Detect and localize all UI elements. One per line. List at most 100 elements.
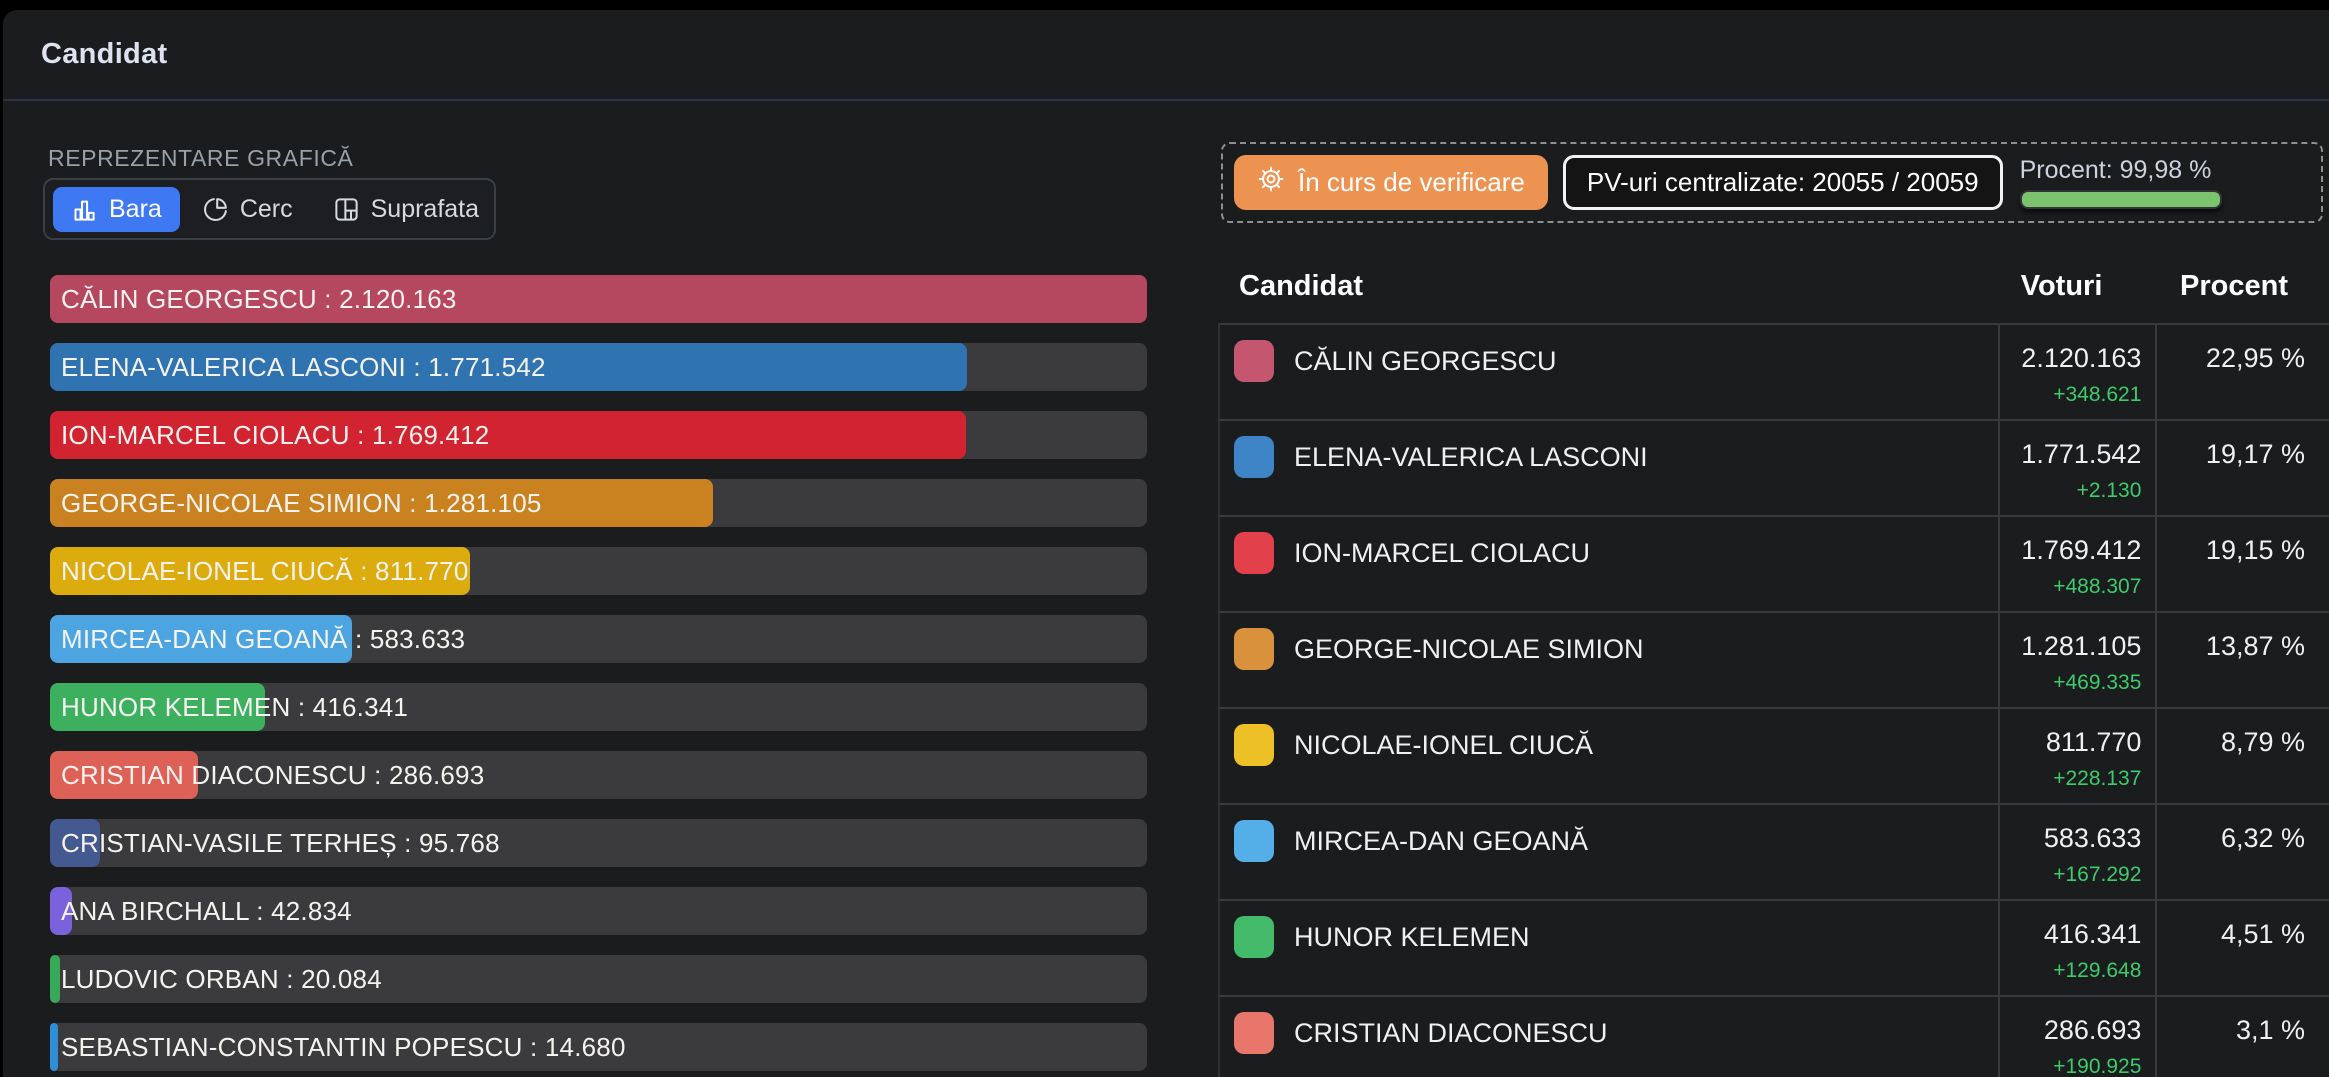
pv-centralized-label: PV-uri centralizate: 20055 / 20059: [1586, 167, 1979, 197]
candidate-name: CĂLIN GEORGESCU: [1294, 346, 1557, 376]
bar-chart-icon: [71, 196, 98, 223]
chart-bar-label: SEBASTIAN-CONSTANTIN POPESCU : 14.680: [61, 1031, 626, 1062]
chart-mode-group: Bara Cerc Suprafata: [43, 178, 496, 240]
chart-section-label: REPREZENTARE GRAFICĂ: [48, 145, 354, 171]
table-row: HUNOR KELEMEN 416.341 +129.648 4,51 %: [1220, 899, 2329, 995]
percent-cell: 4,51 %: [2220, 919, 2305, 949]
chart-bar-fill: [50, 819, 100, 867]
table-row: MIRCEA-DAN GEOANĂ 583.633 +167.292 6,32 …: [1220, 803, 2329, 899]
table-row: GEORGE-NICOLAE SIMION 1.281.105 +469.335…: [1220, 611, 2329, 707]
candidate-name: MIRCEA-DAN GEOANĂ: [1294, 826, 1589, 856]
votes-cell: 416.341 +129.648: [1997, 901, 2158, 995]
chart-bar-row: ION-MARCEL CIOLACU : 1.769.412: [50, 411, 1147, 459]
chart-bar-fill: [50, 1023, 58, 1071]
chart-bar-row: GEORGE-NICOLAE SIMION : 1.281.105: [50, 479, 1147, 527]
candidate-color-swatch: [1234, 532, 1274, 574]
chart-bar-row: ANA BIRCHALL : 42.834: [50, 887, 1147, 935]
chart-bar-row: CĂLIN GEORGESCU : 2.120.163: [50, 275, 1147, 323]
votes-delta: +167.292: [2053, 863, 2142, 886]
percent-cell: 22,95 %: [2205, 343, 2305, 373]
table-row: ION-MARCEL CIOLACU 1.769.412 +488.307 19…: [1220, 515, 2329, 611]
chart-bar-row: LUDOVIC ORBAN : 20.084: [50, 955, 1147, 1003]
votes-value: 583.633: [2043, 823, 2142, 853]
chart-bar-label: ELENA-VALERICA LASCONI : 1.771.542: [61, 351, 546, 382]
candidate-name: NICOLAE-IONEL CIUCĂ: [1294, 730, 1594, 760]
percent-cell: 3,1 %: [2235, 1015, 2305, 1045]
column-header-candidate: Candidat: [1239, 270, 1364, 302]
votes-delta: +129.648: [2053, 959, 2142, 982]
chart-bar-label: CRISTIAN DIACONESCU : 286.693: [61, 759, 485, 790]
chart-bar-row: ELENA-VALERICA LASCONI : 1.771.542: [50, 343, 1147, 391]
votes-value: 1.281.105: [2021, 631, 2142, 661]
chart-bar-label: NICOLAE-IONEL CIUCĂ : 811.770: [61, 555, 469, 586]
candidate-name: ION-MARCEL CIOLACU: [1294, 538, 1591, 568]
votes-delta: +190.925: [2053, 1055, 2142, 1077]
candidate-name: GEORGE-NICOLAE SIMION: [1294, 634, 1644, 664]
percent-cell: 8,79 %: [2220, 727, 2305, 757]
candidate-cell: NICOLAE-IONEL CIUCĂ: [1220, 709, 1998, 803]
votes-cell: 2.120.163 +348.621: [1997, 325, 2158, 419]
chart-bar-label: ION-MARCEL CIOLACU : 1.769.412: [61, 419, 490, 450]
candidate-name: CRISTIAN DIACONESCU: [1294, 1018, 1608, 1048]
votes-delta: +469.335: [2053, 671, 2142, 694]
main-panel: Candidat REPREZENTARE GRAFICĂ Bara Cerc: [3, 10, 2329, 1077]
votes-value: 286.693: [2043, 1015, 2142, 1045]
candidate-color-swatch: [1234, 916, 1274, 958]
chart-bar-fill: [50, 343, 967, 391]
candidate-cell: CRISTIAN DIACONESCU: [1220, 997, 1998, 1077]
chart-bar-fill: [50, 615, 352, 663]
table-row: NICOLAE-IONEL CIUCĂ 811.770 +228.137 8,7…: [1220, 707, 2329, 803]
percent-cell: 19,17 %: [2205, 439, 2305, 469]
chart-bar-fill: [50, 683, 266, 731]
candidate-color-swatch: [1234, 436, 1274, 478]
candidate-cell: ION-MARCEL CIOLACU: [1220, 517, 1998, 611]
chart-bar-label: LUDOVIC ORBAN : 20.084: [61, 963, 382, 994]
chart-bar-row: SEBASTIAN-CONSTANTIN POPESCU : 14.680: [50, 1023, 1147, 1071]
votes-cell: 811.770 +228.137: [1997, 709, 2158, 803]
candidates-bar-chart: CĂLIN GEORGESCU : 2.120.163 ELENA-VALERI…: [50, 275, 1147, 1077]
candidate-cell: GEORGE-NICOLAE SIMION: [1220, 613, 1998, 707]
votes-cell: 1.281.105 +469.335: [1997, 613, 2158, 707]
percent-cell: 13,87 %: [2205, 631, 2305, 661]
chart-bar-label: ANA BIRCHALL : 42.834: [61, 895, 352, 926]
votes-delta: +228.137: [2053, 767, 2142, 790]
verification-status-button[interactable]: În curs de verificare: [1234, 155, 1548, 210]
percent-cell: 6,32 %: [2220, 823, 2305, 853]
percent-label: Procent: 99,98 %: [2019, 156, 2212, 184]
mode-button-bara[interactable]: Bara: [53, 186, 180, 232]
chart-bar-fill: [50, 955, 61, 1003]
chart-bar-label: MIRCEA-DAN GEOANĂ : 583.633: [61, 623, 466, 654]
column-header-votes: Voturi: [2020, 270, 2103, 302]
votes-delta: +488.307: [2053, 575, 2142, 598]
candidate-color-swatch: [1234, 1012, 1274, 1054]
verification-status-label: În curs de verificare: [1298, 167, 1525, 197]
chart-bar-row: CRISTIAN DIACONESCU : 286.693: [50, 751, 1147, 799]
mode-button-cerc[interactable]: Cerc: [184, 187, 311, 232]
candidate-color-swatch: [1234, 628, 1274, 670]
chart-bar-fill: [50, 479, 713, 527]
results-table: Candidat Voturi Procent CĂLIN GEORGESCU …: [1218, 250, 2329, 1077]
votes-cell: 1.771.542 +2.130: [1997, 421, 2158, 515]
chart-bar-row: MIRCEA-DAN GEOANĂ : 583.633: [50, 615, 1147, 663]
candidate-color-swatch: [1234, 340, 1274, 382]
candidate-cell: HUNOR KELEMEN: [1220, 901, 1998, 995]
centralization-status-bar: În curs de verificare PV-uri centralizat…: [1221, 142, 2323, 223]
mode-button-label: Suprafata: [370, 194, 480, 223]
table-header: Candidat Voturi Procent: [1218, 250, 2329, 323]
column-header-percent: Procent: [2180, 270, 2288, 302]
chart-bar-label: CRISTIAN-VASILE TERHEȘ : 95.768: [61, 827, 500, 858]
mode-button-suprafata[interactable]: Suprafata: [315, 187, 497, 232]
candidate-color-swatch: [1234, 820, 1274, 862]
candidate-name: ELENA-VALERICA LASCONI: [1294, 442, 1648, 472]
votes-value: 416.341: [2043, 919, 2142, 949]
chart-bar-label: GEORGE-NICOLAE SIMION : 1.281.105: [61, 487, 542, 518]
page-header: Candidat: [3, 10, 2329, 101]
chart-bar-fill: [50, 547, 471, 595]
candidate-color-swatch: [1234, 724, 1274, 766]
votes-value: 2.120.163: [2021, 343, 2142, 373]
table-row: ELENA-VALERICA LASCONI 1.771.542 +2.130 …: [1220, 419, 2329, 515]
votes-cell: 286.693 +190.925: [1997, 997, 2158, 1077]
chart-bar-fill: [50, 887, 73, 935]
percent-progress-bar: [2019, 190, 2222, 209]
chart-bar-fill: [50, 751, 199, 799]
